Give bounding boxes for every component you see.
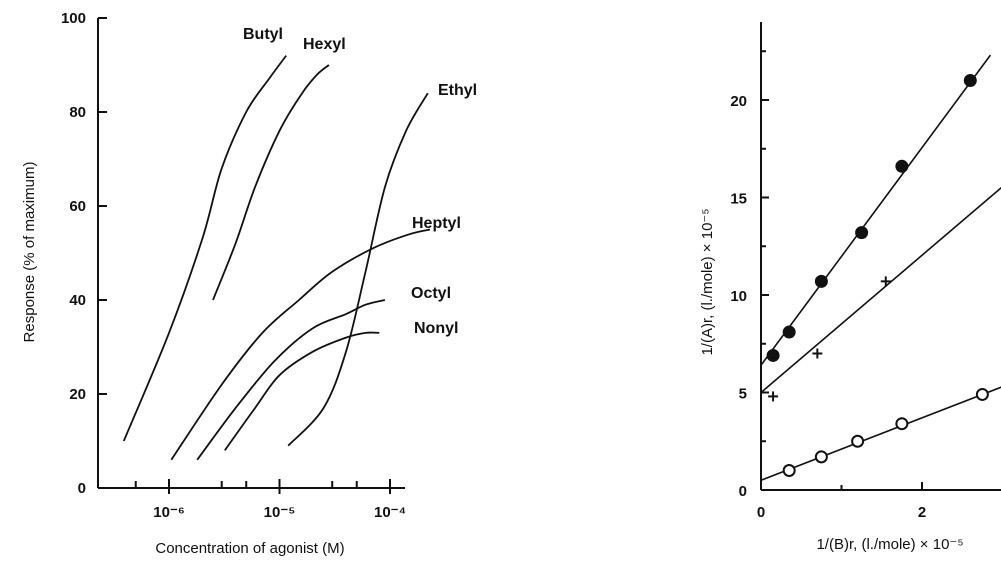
right-y-axis-label: 1/(A)r, (l./mole) × 10⁻⁵ [699, 208, 716, 355]
open-circle-point [975, 387, 989, 401]
filled-circle-point [895, 159, 909, 173]
left-y-tick-label: 0 [78, 480, 86, 497]
filled-circle-point [855, 226, 869, 240]
right-fit-lines [760, 54, 1001, 481]
left-x-tick-label: 10⁻⁴ [374, 504, 406, 521]
right-y-tick-label: 20 [730, 93, 747, 110]
right-x-tick-label: 0 [757, 504, 765, 521]
left-x-tick-label: 10⁻⁵ [264, 504, 296, 521]
left-y-tick-label: 100 [61, 10, 86, 27]
right-y-tick-label: 15 [730, 191, 747, 208]
right-x-ticks: 0246 [757, 482, 926, 521]
filled-circle-point [766, 348, 780, 362]
right-points [766, 74, 989, 477]
left-y-tick-label: 60 [69, 198, 86, 215]
open-circle-point [851, 434, 865, 448]
right-y-ticks: 0 5 10 15 20 [730, 50, 769, 500]
plus-point [812, 348, 823, 359]
series-label-nonyl: Nonyl [414, 320, 458, 337]
left-x-tick-label: 10⁻⁶ [153, 504, 185, 521]
series-label-heptyl: Heptyl [412, 215, 461, 232]
curve-nonyl [224, 331, 380, 451]
left-curves [122, 55, 431, 461]
series-label-hexyl: Hexyl [303, 36, 346, 53]
right-y-tick-label: 0 [739, 483, 747, 500]
right-x-tick-label: 2 [918, 504, 926, 521]
series-label-octyl: Octyl [411, 285, 451, 302]
open-circle-point [814, 450, 828, 464]
left-y-axis-label: Response (% of maximum) [21, 162, 38, 343]
fit-line-open-circle [760, 386, 1001, 481]
left-y-tick-label: 20 [69, 386, 86, 403]
series-label-ethyl: Ethyl [438, 82, 477, 99]
curve-ethyl [287, 92, 429, 447]
plus-point [880, 276, 891, 287]
plus-point [768, 391, 779, 402]
fit-line-plus [760, 186, 1001, 394]
left-chart: 0 20 40 60 80 100 10⁻⁶ 10⁻⁵ 10⁻⁴ Butyl Hexyl Ethy… [21, 10, 477, 557]
left-x-axis-label: Concentration of agonist (M) [155, 540, 344, 557]
series-label-butyl: Butyl [243, 26, 283, 43]
filled-circle-point [782, 325, 796, 339]
curve-octyl [196, 299, 386, 461]
right-y-tick-label: 10 [730, 288, 747, 305]
curve-heptyl [170, 228, 431, 461]
left-series-labels: Butyl Hexyl Ethyl Heptyl Octyl Nonyl [243, 26, 477, 337]
open-circle-point [782, 464, 796, 477]
filled-circle-point [963, 74, 977, 87]
fit-line-filled-circle [760, 54, 992, 366]
left-y-tick-label: 40 [69, 292, 86, 309]
open-circle-point [895, 417, 909, 431]
left-x-ticks: 10⁻⁶ 10⁻⁵ 10⁻⁴ [134, 479, 406, 521]
left-y-ticks: 0 20 40 60 80 100 [61, 10, 107, 497]
left-y-tick-label: 80 [69, 104, 86, 121]
filled-circle-point [814, 274, 828, 288]
curve-hexyl [212, 64, 330, 301]
curve-butyl [122, 55, 287, 442]
right-y-tick-label: 5 [739, 386, 747, 403]
right-x-axis-label: 1/(B)r, (l./mole) × 10⁻⁵ [816, 536, 963, 553]
